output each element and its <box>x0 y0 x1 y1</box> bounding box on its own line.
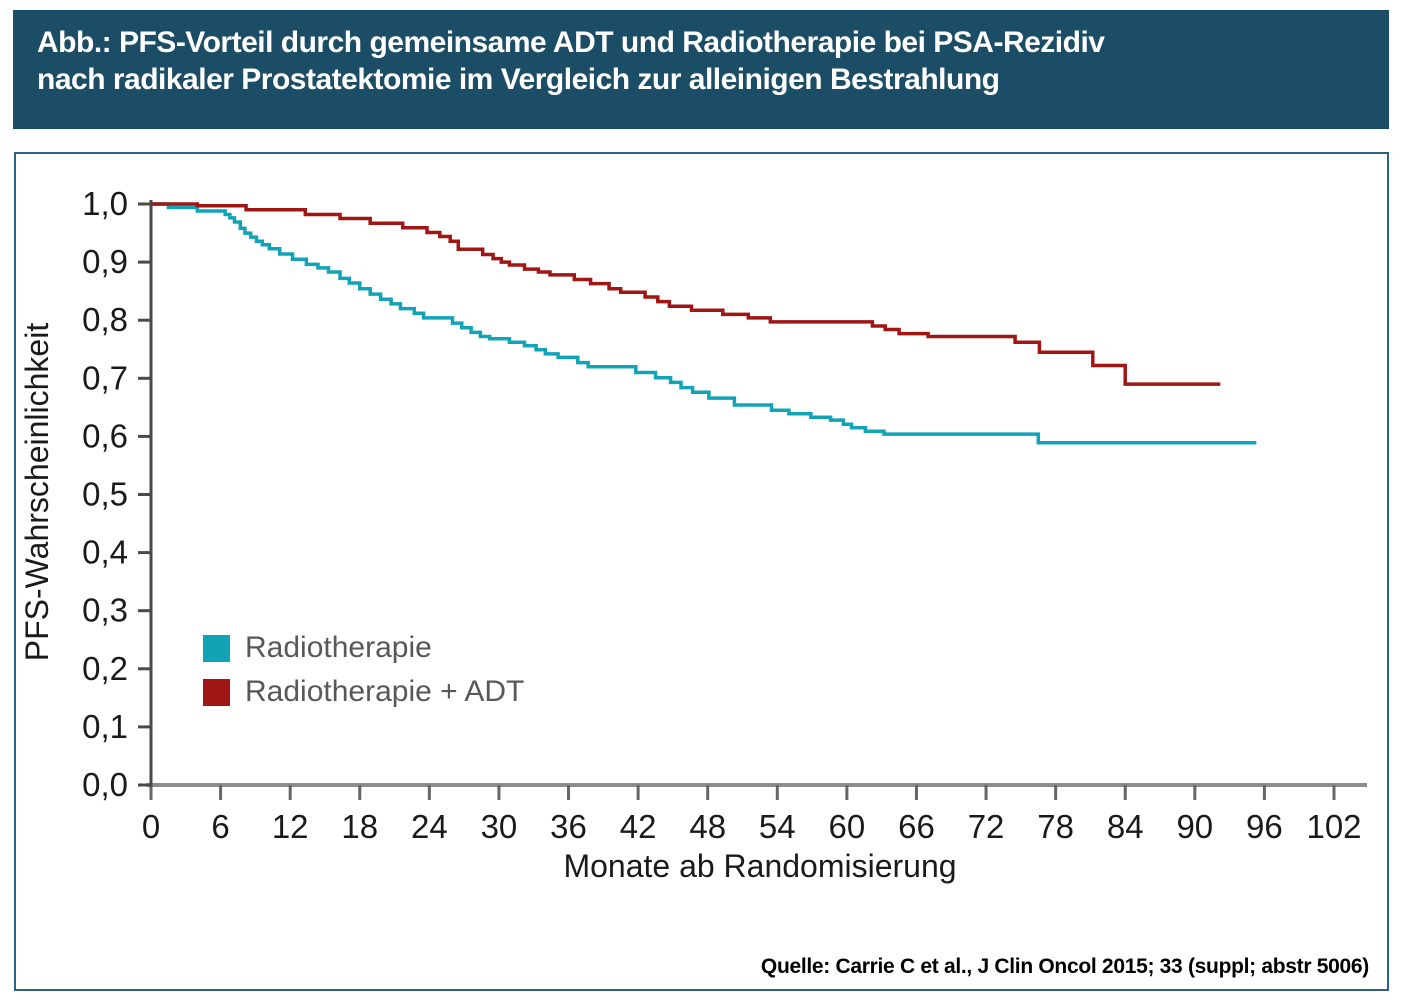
y-tick-label: 0,8 <box>82 301 128 338</box>
y-tick-label: 0,5 <box>82 476 128 513</box>
x-tick-label: 30 <box>481 808 518 845</box>
x-tick-label: 84 <box>1107 808 1144 845</box>
x-tick-label: 6 <box>211 808 229 845</box>
x-tick-label: 60 <box>829 808 866 845</box>
legend: Radiotherapie Radiotherapie + ADT <box>203 626 524 714</box>
series-lines <box>151 202 1257 445</box>
y-tick-label: 0,3 <box>82 592 128 629</box>
legend-swatch-radiotherapie-adt <box>203 678 230 706</box>
legend-item-radiotherapie-adt: Radiotherapie + ADT <box>203 670 524 714</box>
x-tick-label: 0 <box>142 808 160 845</box>
x-tick-label: 24 <box>411 808 448 845</box>
x-tick-label: 66 <box>898 808 935 845</box>
y-tick-label: 0,1 <box>82 708 128 745</box>
x-tick-label: 102 <box>1306 808 1361 845</box>
y-tick-label: 0,6 <box>82 417 128 454</box>
y-tick-label: 0,9 <box>82 243 128 280</box>
legend-item-radiotherapie: Radiotherapie <box>203 626 524 670</box>
series-line-1 <box>151 202 1221 386</box>
x-axis-title: Monate ab Randomisierung <box>563 848 956 884</box>
legend-label-radiotherapie-adt: Radiotherapie + ADT <box>245 675 525 708</box>
km-chart: 0 6 12 18 24 30 36 42 48 54 60 66 72 78 84 90 96 102 0,00… <box>19 185 1367 884</box>
x-tick-label: 18 <box>341 808 378 845</box>
x-tick-label: 42 <box>620 808 657 845</box>
x-axis: 0 6 12 18 24 30 36 42 48 54 60 66 72 78 84 90 96 102 <box>142 783 1367 845</box>
legend-label-radiotherapie: Radiotherapie <box>245 631 432 664</box>
x-tick-label: 48 <box>689 808 726 845</box>
y-axis-title: PFS-Wahrscheinlichkeit <box>19 323 55 662</box>
x-tick-label: 12 <box>272 808 309 845</box>
series-line-0 <box>151 202 1257 445</box>
y-tick-label: 0,2 <box>82 650 128 687</box>
x-tick-label: 96 <box>1246 808 1283 845</box>
figure-title: Abb.: PFS-Vorteil durch gemeinsame ADT u… <box>37 26 1105 96</box>
source-citation: Quelle: Carrie C et al., J Clin Oncol 20… <box>760 955 1369 978</box>
chart-panel: 0 6 12 18 24 30 36 42 48 54 60 66 72 78 84 90 96 102 0,0 0… <box>14 152 1389 991</box>
x-tick-label: 36 <box>550 808 587 845</box>
y-tick-label: 0,4 <box>82 534 128 571</box>
x-tick-label: 54 <box>759 808 796 845</box>
legend-swatch-radiotherapie <box>203 634 230 662</box>
y-tick-label: 0,0 <box>82 766 128 803</box>
x-tick-label: 90 <box>1176 808 1213 845</box>
y-axis: 0,0 0,1 0,2 0,3 0,4 0,5 0,6 0,7 0,8 0,9 1,0 <box>82 185 153 803</box>
y-tick-label: 0,7 <box>82 359 128 396</box>
figure-title-banner: Abb.: PFS-Vorteil durch gemeinsame ADT u… <box>13 10 1389 129</box>
x-tick-label: 78 <box>1037 808 1074 845</box>
x-tick-label: 72 <box>968 808 1005 845</box>
y-tick-label: 1,0 <box>82 185 128 222</box>
